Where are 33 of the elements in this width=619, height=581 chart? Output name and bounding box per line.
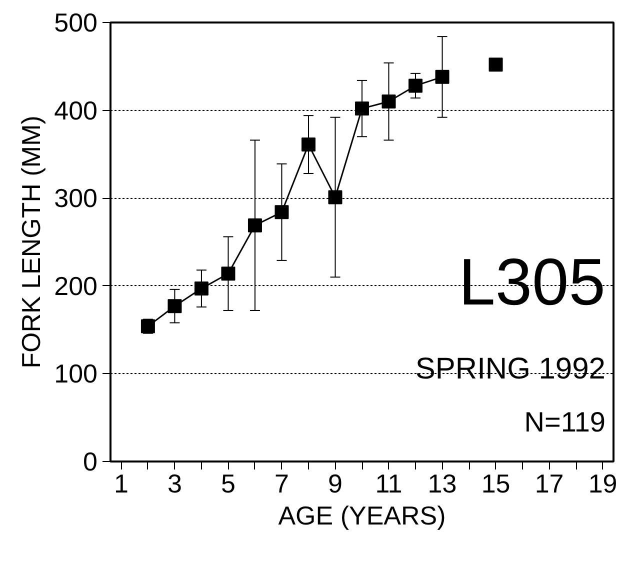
y-tick-label: 400 bbox=[54, 95, 98, 126]
point bbox=[248, 218, 262, 232]
x-tick-label: 19 bbox=[588, 468, 618, 498]
point bbox=[301, 138, 316, 152]
point bbox=[194, 282, 208, 296]
y-tick-label: 500 bbox=[54, 8, 98, 38]
y-axis-title: FORK LENGTH (MM) bbox=[16, 116, 46, 368]
point bbox=[408, 78, 423, 93]
x-tick-label: 11 bbox=[375, 468, 402, 498]
point bbox=[382, 94, 396, 109]
point bbox=[488, 58, 503, 72]
point bbox=[168, 299, 182, 314]
x-tick-label: 9 bbox=[328, 468, 342, 498]
annotation: N=119 bbox=[524, 406, 606, 438]
x-tick-label: 17 bbox=[534, 468, 564, 498]
x-axis-title: AGE (YEARS) bbox=[278, 500, 446, 530]
x-tick-label: 7 bbox=[274, 468, 289, 498]
x-tick-label: 15 bbox=[481, 468, 510, 498]
x-tick-label: 1 bbox=[114, 468, 128, 498]
point bbox=[328, 190, 342, 204]
x-tick-label: 3 bbox=[167, 468, 182, 498]
y-tick-label: 300 bbox=[54, 183, 98, 214]
y-tick-label: 0 bbox=[83, 446, 98, 476]
x-tick-label: 13 bbox=[428, 468, 457, 498]
y-tick-label: 200 bbox=[54, 270, 98, 301]
point bbox=[355, 102, 369, 116]
x-tick-label: 5 bbox=[220, 468, 236, 498]
point bbox=[221, 266, 236, 281]
annotation: L305 bbox=[458, 244, 606, 318]
point bbox=[274, 205, 289, 220]
y-tick-label: 100 bbox=[54, 358, 98, 389]
annotation: SPRING 1992 bbox=[415, 352, 606, 386]
point bbox=[435, 70, 450, 84]
